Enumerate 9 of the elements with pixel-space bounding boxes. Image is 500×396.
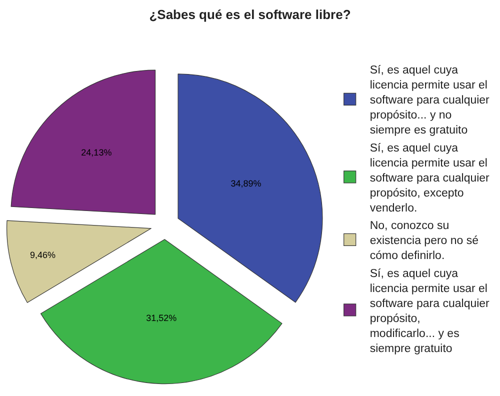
legend-label: Sí, es aquel cuya licencia permite usar el software para cualquier propósito, excepto venderlo. <box>370 142 490 214</box>
data-label: 9,46% <box>30 250 56 260</box>
data-label: 34,89% <box>230 178 262 188</box>
data-label: 24,13% <box>81 147 112 158</box>
data-label: 31,52% <box>146 312 177 323</box>
chart-title: ¿Sabes qué es el software libre? <box>149 7 351 22</box>
legend-label: Sí, es aquel cuya licencia permite usar el software para cualquier propósito... y no siempre es gratuito <box>370 64 490 137</box>
legend-label: Sí, es aquel cuya licencia permite usar el software para cualquier propósito, modificarlo... y es siempre gratuito <box>370 268 490 355</box>
legend-label: No, conozco su existencia pero no sé cómo definirlo. <box>370 220 479 262</box>
